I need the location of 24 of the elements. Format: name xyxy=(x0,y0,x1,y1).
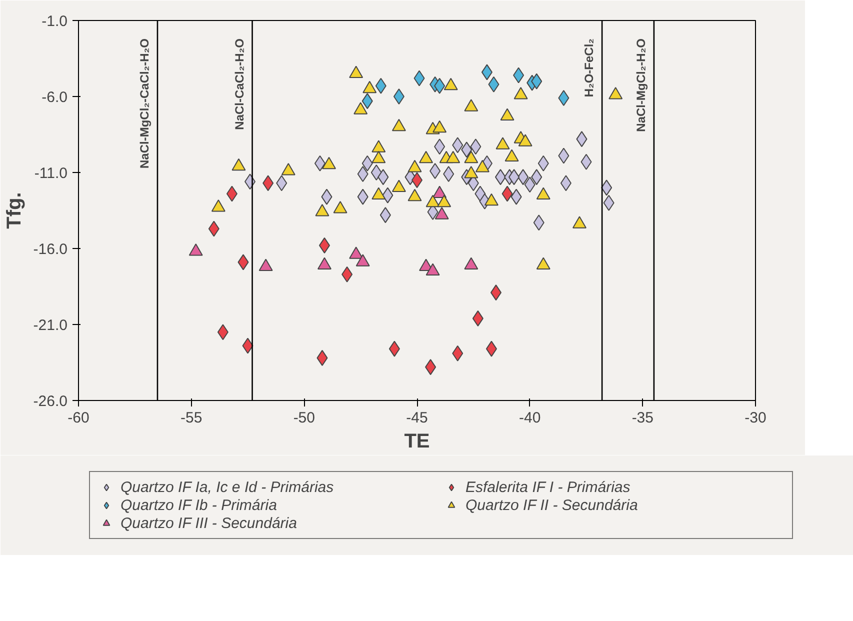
legend-label: Quartzo IF Ib - Primária xyxy=(120,496,278,514)
x-tick-label: -50 xyxy=(293,410,316,426)
ref-line-label: NaCl-MgCl₂-H₂O xyxy=(634,38,648,132)
y-tick-label: -6.0 xyxy=(42,89,68,106)
ref-line-label: H₂O-FeCl₂ xyxy=(582,38,596,98)
y-tick-label: -11.0 xyxy=(34,165,68,182)
x-tick-label: -45 xyxy=(406,410,428,426)
y-tick-label: -21.0 xyxy=(33,317,68,334)
x-tick-label: -40 xyxy=(518,410,541,426)
ref-line-label: NaCl-CaCl₂-H₂O xyxy=(232,38,246,130)
legend-label: Quartzo IF Ia, Ic e Id - Primárias xyxy=(120,478,335,496)
y-tick-label: -26.0 xyxy=(33,393,68,410)
x-tick-label: -60 xyxy=(68,410,90,426)
ref-line-label: NaCl-MgCl₂-CaCl₂-H₂O xyxy=(137,38,152,168)
x-axis-title: TE xyxy=(404,430,430,452)
y-axis-title: Tfg. xyxy=(3,192,26,229)
y-tick-label: -16.0 xyxy=(33,241,68,258)
legend-label: Quartzo IF II - Secundária xyxy=(466,496,639,514)
legend-label: Quartzo IF III - Secundária xyxy=(120,514,298,532)
x-tick-label: -55 xyxy=(180,410,202,426)
x-tick-label: -35 xyxy=(632,410,654,426)
x-tick-label: -30 xyxy=(744,410,766,426)
legend-label: Esfalerita IF I - Primárias xyxy=(466,478,632,496)
y-tick-label: -1.0 xyxy=(42,13,68,30)
